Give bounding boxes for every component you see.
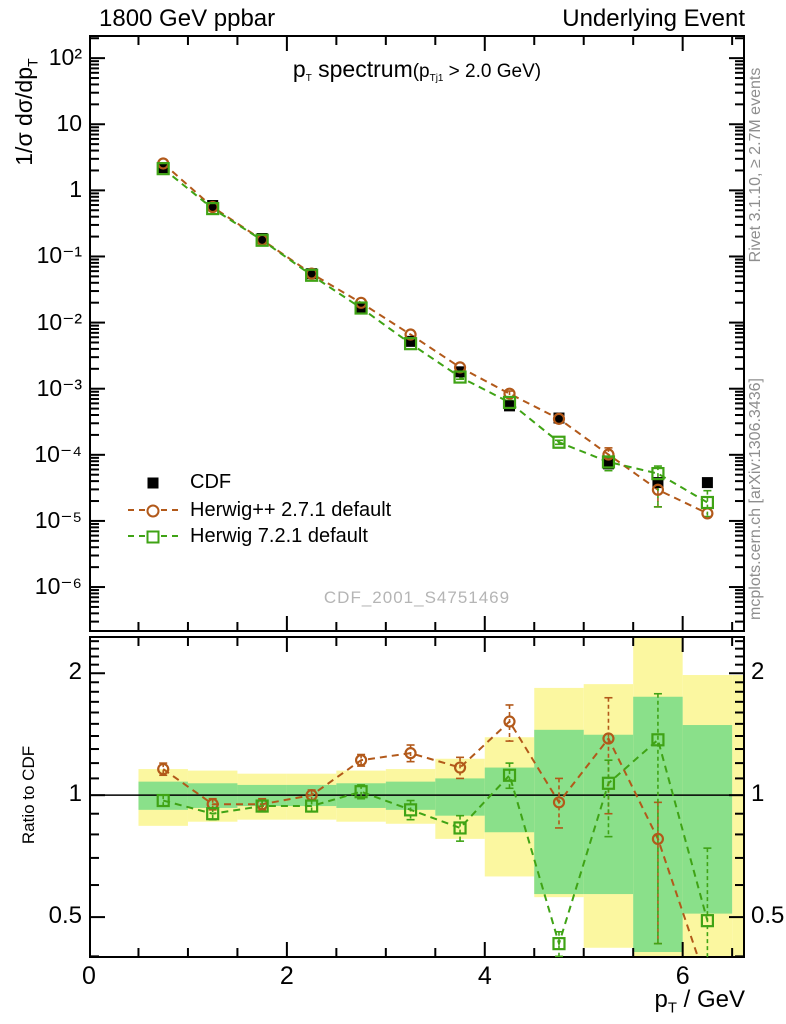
legend-marker-icon — [146, 504, 160, 518]
header-beam-energy: 1800 GeV ppbar — [99, 5, 276, 32]
legend-marker-icon — [146, 530, 160, 544]
x-axis-ticks — [137, 37, 734, 630]
ratio-tick-label-left: 1 — [68, 780, 82, 808]
legend-label: Herwig 7.2.1 default — [190, 525, 368, 547]
y-tick-label: 10⁻⁴ — [34, 440, 82, 467]
side-note-generator-version: Rivet 3.1.10, ≥ 2.7M events — [747, 67, 764, 263]
plot-title: pT spectrum(pTj1 > 2.0 GeV) — [292, 56, 542, 84]
y-tick-label: 1 — [69, 176, 82, 203]
y-tick-label: 10⁻³ — [36, 374, 82, 401]
ratio-tick-label-right: 1 — [751, 780, 765, 808]
main-plot — [89, 35, 745, 632]
ratio-curve-2 — [162, 737, 709, 948]
ratio-tick-label-left: 2 — [68, 658, 82, 686]
legend-marker-icon — [147, 477, 159, 489]
header-analysis-group: Underlying Event — [562, 5, 745, 32]
x-axis-ticks — [137, 638, 734, 956]
main-plot-frame — [89, 35, 745, 632]
y-tick-label: 10⁻⁵ — [34, 506, 82, 533]
ratio-curve-1 — [162, 719, 700, 958]
y-tick-label: 10⁻¹ — [36, 242, 82, 269]
main-curve-2 — [162, 167, 708, 504]
y-tick-label: 10⁻⁶ — [34, 573, 82, 600]
main-markers-1 — [157, 157, 714, 520]
legend-item-herwig7: Herwig 7.2.1 default — [128, 525, 428, 549]
cdf-filled-square-marker — [128, 471, 178, 495]
x-tick-label: 2 — [279, 962, 294, 990]
ratio-tick-label-right: 2 — [751, 658, 765, 686]
legend-item-herwigpp: Herwig++ 2.7.1 default — [128, 499, 428, 523]
main-markers-0 — [157, 162, 713, 489]
x-tick-label: 0 — [82, 962, 96, 990]
x-tick-label: 4 — [477, 962, 492, 990]
y-tick-label: 10 — [56, 110, 82, 137]
x-tick-label: 6 — [675, 962, 690, 990]
x-axis-title: pT / GeV — [654, 986, 745, 1017]
legend-item-cdf: CDF — [128, 471, 428, 495]
herwigpp-open-circle-marker — [128, 499, 178, 523]
ratio-y-axis-ticks — [91, 640, 743, 958]
ratio-markers-2 — [156, 733, 715, 951]
main-curve-1 — [162, 162, 708, 515]
y-tick-label: 10² — [48, 44, 82, 71]
ratio-plot — [89, 636, 745, 958]
ratio-markers-1 — [157, 715, 665, 845]
legend-label: Herwig++ 2.7.1 default — [190, 499, 392, 521]
watermark-analysis-id: CDF_2001_S4751469 — [323, 588, 511, 607]
ratio-tick-label-right: 0.5 — [751, 902, 785, 930]
ratio-plot-frame — [89, 636, 745, 958]
y-axis-ticks — [91, 37, 743, 623]
main-markers-2 — [156, 162, 715, 510]
legend-label: CDF — [190, 471, 232, 493]
herwig7-open-square-marker — [128, 525, 178, 549]
ratio-tick-label-left: 0.5 — [48, 902, 82, 930]
y-tick-label: 10⁻² — [36, 308, 82, 335]
side-note-source: mcplots.cern.ch [arXiv:1306.3436] — [747, 378, 764, 620]
